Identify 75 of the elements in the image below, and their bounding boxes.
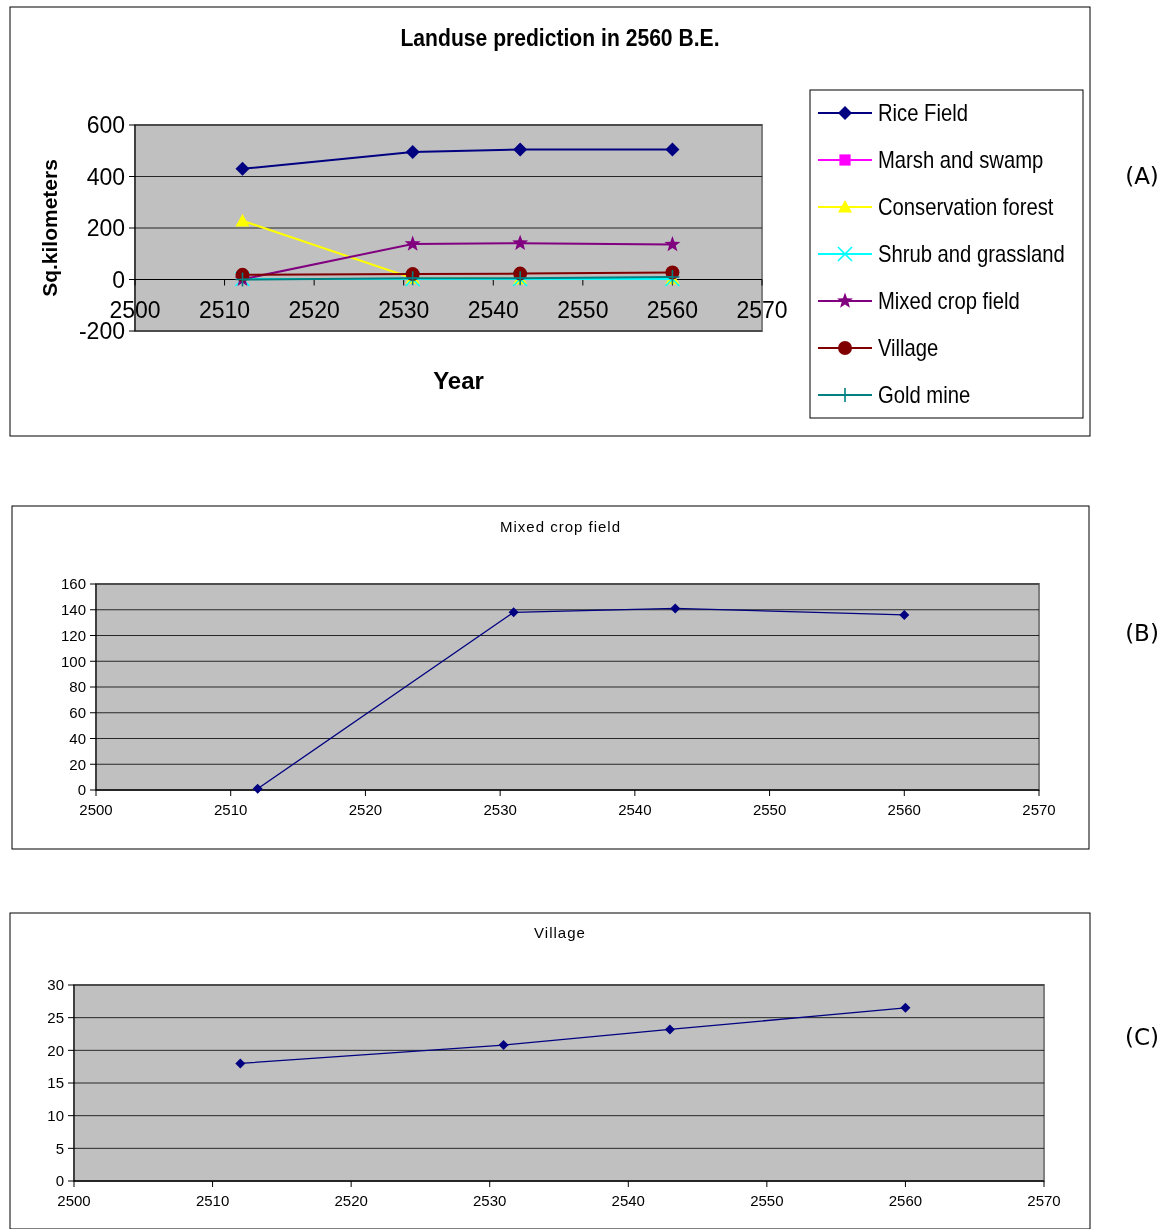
x-tick-label: 2550 <box>557 296 609 323</box>
y-tick-label: 80 <box>69 678 86 696</box>
x-tick-label: 2520 <box>334 1192 368 1209</box>
point <box>235 161 250 176</box>
point <box>900 1002 911 1013</box>
point <box>899 609 910 620</box>
x-tick-label: 2530 <box>473 1192 507 1209</box>
x-tick-label: 2520 <box>348 801 383 818</box>
point <box>508 607 519 618</box>
legend-label: Gold mine <box>878 381 971 409</box>
x-tick-label: 2540 <box>618 801 652 818</box>
y-tick-label: 0 <box>55 1172 64 1190</box>
point <box>405 145 420 160</box>
x-tick-label: 2500 <box>79 801 113 818</box>
x-tick-label: 2560 <box>887 801 921 818</box>
chart-title: Village <box>534 924 586 941</box>
point <box>404 235 421 251</box>
y-tick-label: 0 <box>112 266 125 293</box>
y-tick-label: 30 <box>47 976 64 994</box>
legend-label: Conservation forest <box>878 193 1054 221</box>
y-tick-label: 20 <box>69 755 86 773</box>
y-tick-label: 10 <box>47 1106 64 1124</box>
x-tick-label: 2540 <box>611 1192 645 1209</box>
y-tick-label: 400 <box>86 163 125 190</box>
point <box>670 603 681 614</box>
x-axis-title: Year <box>433 367 484 394</box>
legend-label: Rice Field <box>878 99 968 127</box>
y-tick-label: 600 <box>86 112 125 139</box>
y-tick-label: 20 <box>47 1041 64 1059</box>
text: (C) <box>1124 1024 1160 1051</box>
point <box>498 1040 509 1051</box>
y-tick-label: 0 <box>77 781 86 799</box>
x-tick-label: 2560 <box>646 296 699 323</box>
x-tick-label: 2500 <box>57 1192 91 1209</box>
y-tick-label: 160 <box>60 575 86 593</box>
legend-label: Shrub and grassland <box>878 240 1065 268</box>
point <box>252 783 263 794</box>
x-tick-label: 2570 <box>1022 801 1056 818</box>
y-tick-label: 40 <box>69 729 86 747</box>
x-tick-label: 2560 <box>888 1192 923 1209</box>
y-tick-label: 5 <box>55 1139 64 1157</box>
y-axis-title: Sq.kilometers <box>38 159 61 297</box>
point <box>664 236 681 252</box>
x-tick-label: 2510 <box>195 1192 230 1209</box>
text: (A) <box>1125 163 1159 190</box>
point <box>235 1058 246 1069</box>
point <box>513 142 528 157</box>
y-tick-label: -200 <box>78 318 125 345</box>
text: (B) <box>1125 620 1159 647</box>
y-tick-label: 140 <box>60 601 86 618</box>
x-tick-label: 2570 <box>1027 1192 1061 1209</box>
x-tick-label: 2550 <box>752 801 787 818</box>
legend-label: Marsh and swamp <box>878 146 1044 174</box>
y-tick-label: 60 <box>69 704 86 721</box>
chart-title: Mixed crop field <box>499 518 622 535</box>
x-tick-label: 2510 <box>214 801 248 818</box>
x-tick-label: 2540 <box>467 296 519 323</box>
x-tick-label: 2530 <box>483 801 517 818</box>
point <box>665 142 680 157</box>
y-tick-label: 25 <box>47 1008 64 1026</box>
point <box>512 234 529 250</box>
x-tick-label: 2550 <box>750 1192 784 1209</box>
y-tick-label: 120 <box>60 626 86 644</box>
x-tick-label: 2520 <box>288 296 340 323</box>
x-tick-label: 2570 <box>736 296 788 323</box>
y-tick-label: 100 <box>60 652 86 670</box>
x-tick-label: 2530 <box>378 296 430 323</box>
y-tick-label: 200 <box>86 215 125 242</box>
legend-label: Village <box>878 334 939 362</box>
y-tick-label: 15 <box>47 1074 64 1092</box>
x-tick-label: 2510 <box>198 296 251 323</box>
point <box>235 213 250 227</box>
chart-title: Landuse prediction in 2560 B.E. <box>400 24 720 52</box>
legend-label: Mixed crop field <box>878 287 1020 315</box>
point <box>664 1024 675 1035</box>
